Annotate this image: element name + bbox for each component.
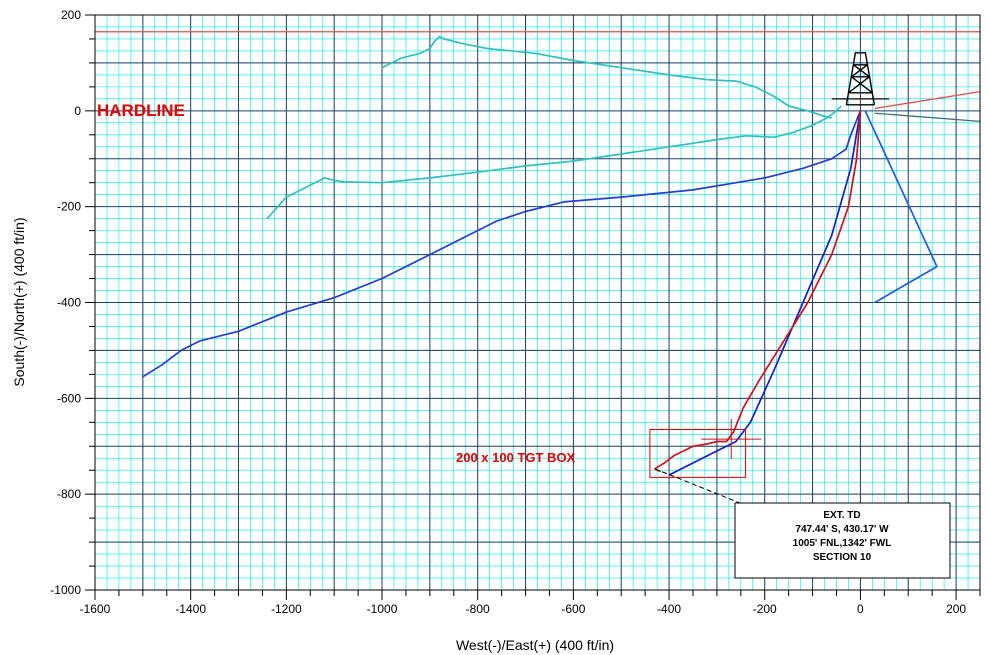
- y-tick-label: 200: [61, 8, 81, 22]
- y-tick-label: -1000: [50, 583, 81, 597]
- series-line: [381, 35, 832, 119]
- y-tick-label: -800: [57, 487, 81, 501]
- series-line: [668, 110, 862, 476]
- y-tick-label: 0: [74, 104, 81, 118]
- x-axis-label: West(-)/East(+) (400 ft/in): [456, 637, 614, 653]
- rig-derrick-frame: [845, 52, 876, 105]
- x-tick-label: 200: [946, 602, 966, 616]
- rig-icon: [845, 52, 876, 106]
- rig-cross-brace: [852, 64, 870, 78]
- target-box: [649, 428, 747, 478]
- rig-cross-brace: [850, 76, 873, 94]
- ext-td-box: EXT. TD 747.44' S, 430.17' W 1005' FNL,1…: [654, 468, 951, 579]
- x-tick-label: -1600: [80, 602, 111, 616]
- x-axis-ticks: -1600 -1400 -1200 -1000 -800 -600 -400 -200 0 200: [80, 590, 981, 616]
- ext-td-line-4: SECTION 10: [813, 552, 872, 563]
- target-box-label: 200 x 100 TGT BOX: [456, 450, 576, 465]
- ext-td-line-1: EXT. TD: [823, 510, 860, 521]
- y-axis-ticks: 200 0 -200 -400 -600 -800 -1000: [50, 8, 95, 597]
- y-tick-label: -400: [57, 296, 81, 310]
- ext-td-line-2: 747.44' S, 430.17' W: [795, 524, 889, 535]
- rig-cross-brace: [847, 76, 870, 94]
- ext-td-line-3: 1005' FNL,1342' FWL: [793, 538, 892, 549]
- series-line: [142, 110, 862, 378]
- x-tick-label: -400: [657, 602, 681, 616]
- y-axis-label: South(-)/North(+) (400 ft/in): [11, 217, 27, 386]
- ext-td-leader-line: [654, 468, 741, 504]
- x-tick-label: -1200: [271, 602, 302, 616]
- reference-line: [874, 112, 981, 123]
- x-tick-label: -200: [753, 602, 777, 616]
- series-line: [266, 105, 842, 220]
- reference-lines: [95, 31, 981, 123]
- x-tick-label: -1000: [367, 602, 398, 616]
- series-line: [864, 110, 938, 304]
- x-tick-label: 0: [857, 602, 864, 616]
- x-tick-label: -600: [561, 602, 585, 616]
- rig-cross-brace: [850, 64, 868, 78]
- ext-td-box-frame: [734, 502, 951, 579]
- y-tick-label: -200: [57, 200, 81, 214]
- x-tick-label: -800: [466, 602, 490, 616]
- series-layer: [142, 35, 938, 476]
- reference-line: [874, 91, 981, 110]
- series-line: [654, 110, 862, 470]
- x-tick-label: -1400: [175, 602, 206, 616]
- hardline-label: HARDLINE: [97, 101, 185, 120]
- y-tick-label: -600: [57, 391, 81, 405]
